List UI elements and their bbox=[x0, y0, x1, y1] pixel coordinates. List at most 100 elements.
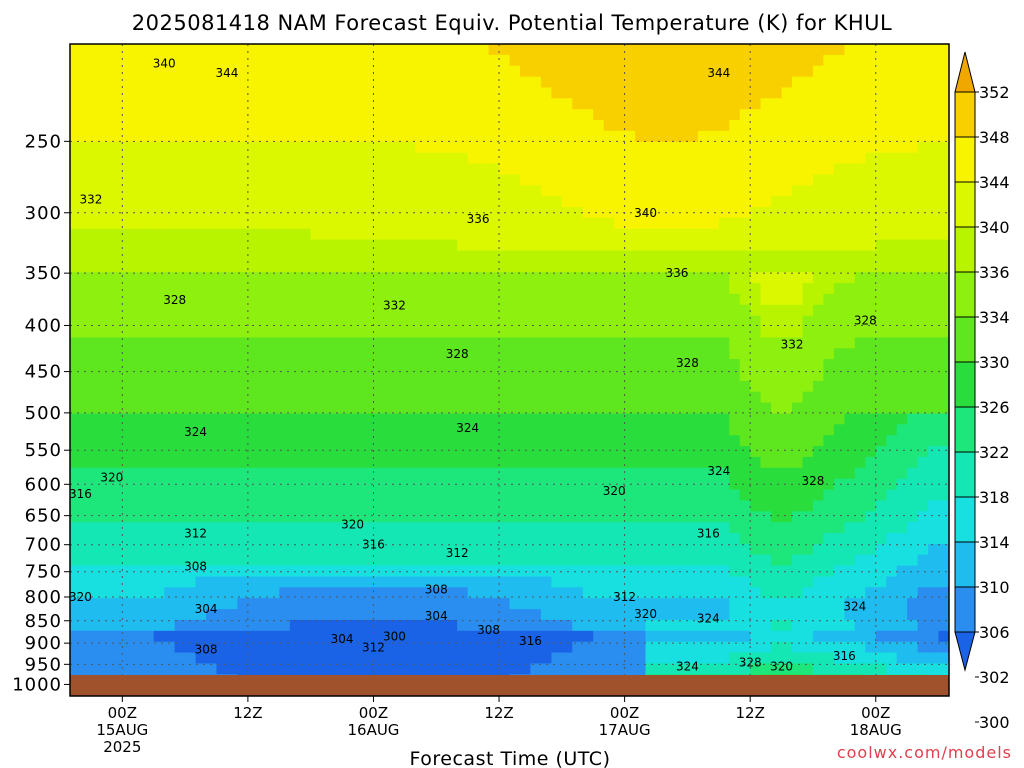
field-cell bbox=[593, 641, 605, 654]
field-cell bbox=[132, 402, 144, 415]
field-cell bbox=[530, 456, 542, 469]
field-cell bbox=[551, 337, 563, 349]
field-cell bbox=[478, 522, 490, 534]
field-cell bbox=[666, 435, 678, 447]
field-cell bbox=[854, 283, 866, 295]
field-cell bbox=[436, 44, 448, 56]
field-cell bbox=[331, 196, 343, 208]
field-cell bbox=[185, 44, 197, 56]
field-cell bbox=[279, 272, 291, 284]
field-cell bbox=[488, 261, 500, 273]
field-cell bbox=[771, 228, 783, 241]
field-cell bbox=[582, 630, 594, 643]
field-cell bbox=[708, 130, 720, 143]
field-cell bbox=[227, 587, 239, 599]
field-cell bbox=[739, 250, 751, 262]
field-cell bbox=[446, 293, 458, 306]
field-cell bbox=[331, 120, 343, 132]
field-cell bbox=[582, 609, 594, 621]
field-cell bbox=[614, 228, 626, 241]
field-cell bbox=[708, 489, 720, 501]
field-cell bbox=[310, 467, 322, 480]
field-cell bbox=[300, 478, 312, 491]
field-cell bbox=[520, 87, 532, 99]
field-cell bbox=[373, 587, 385, 599]
field-cell bbox=[593, 652, 605, 664]
field-cell bbox=[279, 239, 291, 252]
field-cell bbox=[111, 44, 123, 56]
field-cell bbox=[342, 424, 354, 436]
field-cell bbox=[342, 652, 354, 664]
field-cell bbox=[886, 576, 898, 588]
field-cell bbox=[509, 598, 521, 610]
field-cell bbox=[415, 402, 427, 415]
field-cell bbox=[656, 98, 668, 110]
field-cell bbox=[509, 630, 521, 643]
field-cell bbox=[603, 326, 615, 338]
field-cell bbox=[750, 467, 762, 480]
field-cell bbox=[540, 239, 552, 252]
field-cell bbox=[781, 239, 793, 252]
field-cell bbox=[216, 185, 228, 197]
field-cell bbox=[457, 283, 469, 295]
field-cell bbox=[227, 250, 239, 262]
field-cell bbox=[446, 272, 458, 284]
field-cell bbox=[352, 402, 364, 415]
field-cell bbox=[342, 87, 354, 99]
field-cell bbox=[488, 163, 500, 175]
field-cell bbox=[823, 533, 835, 545]
field-cell bbox=[80, 152, 92, 165]
field-cell bbox=[279, 261, 291, 273]
field-cell bbox=[499, 554, 511, 567]
field-cell bbox=[383, 130, 395, 143]
field-cell bbox=[886, 619, 898, 632]
field-cell bbox=[614, 141, 626, 154]
field-cell bbox=[520, 250, 532, 262]
field-cell bbox=[279, 359, 291, 371]
field-cell bbox=[520, 130, 532, 143]
field-cell bbox=[352, 174, 364, 186]
field-cell bbox=[896, 337, 908, 349]
field-cell bbox=[509, 163, 521, 175]
field-cell bbox=[373, 109, 385, 121]
field-cell bbox=[185, 424, 197, 436]
field-cell bbox=[854, 239, 866, 252]
field-cell bbox=[111, 402, 123, 415]
field-cell bbox=[676, 272, 688, 284]
field-cell bbox=[310, 446, 322, 458]
field-cell bbox=[425, 304, 437, 317]
field-cell bbox=[404, 98, 416, 110]
field-cell bbox=[467, 467, 479, 480]
field-cell bbox=[143, 619, 155, 632]
field-cell bbox=[352, 239, 364, 252]
field-cell bbox=[624, 196, 636, 208]
field-cell bbox=[478, 446, 490, 458]
field-cell bbox=[373, 489, 385, 501]
field-cell bbox=[771, 576, 783, 588]
field-cell bbox=[404, 54, 416, 67]
field-cell bbox=[467, 446, 479, 458]
field-cell bbox=[310, 652, 322, 664]
field-cell bbox=[206, 163, 218, 175]
field-cell bbox=[750, 630, 762, 643]
field-cell bbox=[572, 130, 584, 143]
field-cell bbox=[122, 663, 134, 675]
field-cell bbox=[467, 130, 479, 143]
field-cell bbox=[520, 370, 532, 382]
field-cell bbox=[373, 315, 385, 328]
field-cell bbox=[122, 261, 134, 273]
field-cell bbox=[268, 543, 280, 556]
field-cell bbox=[771, 87, 783, 99]
field-cell bbox=[875, 76, 887, 89]
field-cell bbox=[865, 120, 877, 132]
field-cell bbox=[70, 130, 82, 143]
field-cell bbox=[750, 272, 762, 284]
field-cell bbox=[823, 283, 835, 295]
field-cell bbox=[394, 554, 406, 567]
field-cell bbox=[499, 348, 511, 360]
field-cell bbox=[80, 54, 92, 67]
field-cell bbox=[216, 337, 228, 349]
field-cell bbox=[342, 565, 354, 578]
field-cell bbox=[760, 87, 772, 99]
field-cell bbox=[739, 413, 751, 425]
